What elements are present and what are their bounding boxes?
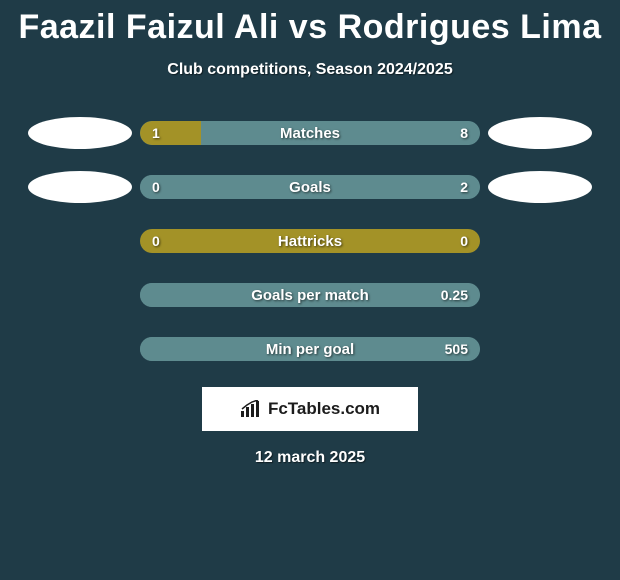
stat-label: Min per goal — [140, 341, 480, 358]
avatar-slot-left — [20, 117, 140, 149]
stat-right-value: 0 — [460, 233, 468, 249]
player-avatar-right — [488, 117, 592, 149]
stat-right-value: 0.25 — [441, 287, 468, 303]
stat-right-value: 505 — [445, 341, 468, 357]
stat-label: Hattricks — [140, 233, 480, 250]
comparison-card: Faazil Faizul Ali vs Rodrigues Lima Club… — [0, 0, 620, 580]
page-title: Faazil Faizul Ali vs Rodrigues Lima — [0, 0, 620, 47]
stat-bar: Goals per match0.25 — [140, 283, 480, 307]
footer-date: 12 march 2025 — [0, 449, 620, 467]
player-avatar-right — [488, 171, 592, 203]
player-avatar-left — [28, 171, 132, 203]
stat-bar: Min per goal505 — [140, 337, 480, 361]
avatar-slot-right — [480, 171, 600, 203]
player-avatar-left — [28, 117, 132, 149]
stat-bar: 1Matches8 — [140, 121, 480, 145]
avatar-slot-right — [480, 117, 600, 149]
logo-box: FcTables.com — [202, 387, 418, 431]
subtitle: Club competitions, Season 2024/2025 — [0, 61, 620, 79]
stat-bar: 0Goals2 — [140, 175, 480, 199]
stat-row: 0Goals2 — [0, 171, 620, 203]
avatar-slot-left — [20, 279, 140, 311]
stat-row: 0Hattricks0 — [0, 225, 620, 257]
stat-label: Matches — [140, 125, 480, 142]
stat-row: 1Matches8 — [0, 117, 620, 149]
logo-text: FcTables.com — [268, 399, 380, 419]
avatar-slot-left — [20, 171, 140, 203]
stat-right-value: 8 — [460, 125, 468, 141]
stat-label: Goals per match — [140, 287, 480, 304]
stats-section: 1Matches80Goals20Hattricks0Goals per mat… — [0, 117, 620, 365]
stat-row: Min per goal505 — [0, 333, 620, 365]
chart-icon — [240, 400, 262, 418]
avatar-slot-left — [20, 225, 140, 257]
stat-label: Goals — [140, 179, 480, 196]
stat-bar: 0Hattricks0 — [140, 229, 480, 253]
avatar-slot-right — [480, 225, 600, 257]
stat-right-value: 2 — [460, 179, 468, 195]
avatar-slot-right — [480, 279, 600, 311]
stat-row: Goals per match0.25 — [0, 279, 620, 311]
avatar-slot-left — [20, 333, 140, 365]
avatar-slot-right — [480, 333, 600, 365]
